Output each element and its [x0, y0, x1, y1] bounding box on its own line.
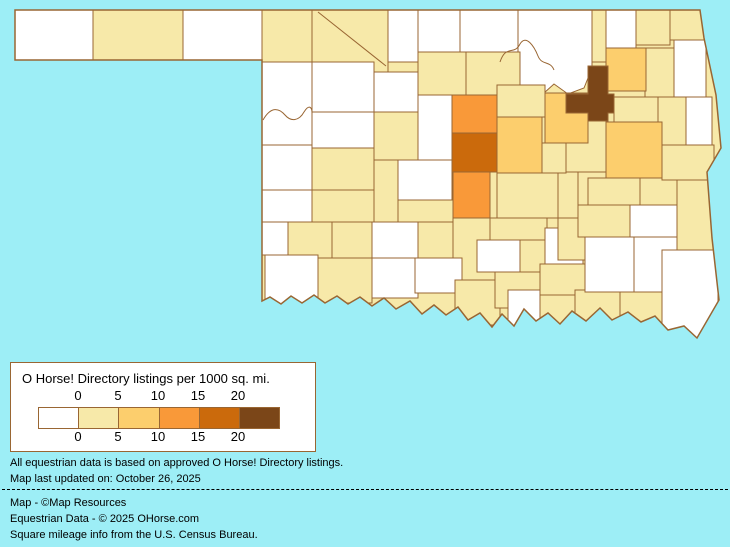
legend-swatch-1	[78, 408, 119, 428]
footer-note-last-updated: Map last updated on: October 26, 2025	[10, 473, 201, 485]
legend-tick-label: 15	[190, 388, 206, 403]
county-craig	[635, 10, 671, 46]
county-tillman	[317, 257, 373, 304]
county-harmon	[261, 221, 289, 256]
county-sequoyah	[661, 144, 715, 181]
credit-equestrian-data: Equestrian Data - © 2025 OHorse.com	[10, 513, 200, 525]
county-blaine	[373, 111, 419, 161]
county-atoka	[584, 236, 635, 293]
legend-tick-label: 0	[74, 429, 82, 444]
county-washita	[311, 189, 375, 223]
county-ellis	[261, 61, 313, 146]
county-tulsa	[565, 65, 615, 122]
county-payne	[496, 84, 546, 118]
county-alfalfa	[387, 10, 419, 63]
legend-tick-label: 15	[190, 429, 206, 444]
county-greer	[287, 221, 333, 261]
county-murray	[476, 239, 521, 273]
county-latimer	[629, 204, 678, 238]
county-dewey	[311, 111, 375, 149]
county-mccurtain	[661, 249, 719, 338]
legend-tick-label: 10	[150, 429, 166, 444]
legend-swatch-4	[198, 408, 239, 428]
legend-ticks-top: 0 5 10 15 20	[38, 388, 278, 403]
county-comanche	[371, 221, 419, 259]
county-muskogee	[605, 121, 663, 179]
legend-swatch-0	[39, 408, 79, 428]
county-harper	[261, 10, 313, 63]
county-texas	[92, 10, 184, 61]
county-haskell	[639, 177, 678, 206]
legend-swatch-2	[118, 408, 159, 428]
credit-map-resources: Map - ©Map Resources	[10, 497, 127, 509]
county-adair	[685, 96, 713, 146]
legend-tick-label: 20	[230, 388, 246, 403]
county-pittsburg	[577, 204, 635, 238]
legend-ticks-bottom: 0 5 10 15 20	[38, 429, 278, 444]
county-jackson	[264, 254, 319, 311]
county-washington	[591, 10, 607, 63]
county-major	[373, 71, 419, 113]
county-border-line	[317, 11, 387, 67]
county-nowata	[605, 10, 637, 49]
county-wagoner	[613, 96, 659, 123]
legend-tick-label: 5	[114, 429, 122, 444]
legend-box: O Horse! Directory listings per 1000 sq.…	[10, 362, 316, 452]
county-okfuskee	[539, 142, 567, 174]
county-woodward	[311, 61, 375, 113]
county-jefferson	[454, 279, 501, 326]
county-pottawatomie	[496, 172, 559, 219]
county-lincoln	[496, 116, 543, 174]
county-stephens	[414, 257, 463, 294]
legend-tick-label: 0	[74, 388, 82, 403]
legend-tick-label: 5	[114, 388, 122, 403]
county-garfield	[417, 51, 467, 96]
credit-census-bureau: Square mileage info from the U.S. Census…	[10, 529, 258, 541]
state-outline	[14, 9, 722, 340]
footer-note-data-source: All equestrian data is based on approved…	[10, 457, 344, 469]
county-rogers	[605, 47, 647, 92]
legend-swatch-5	[238, 408, 280, 428]
county-cotton	[371, 257, 419, 299]
county-cimarron	[15, 10, 94, 61]
county-mcintosh	[587, 177, 641, 206]
river-line	[499, 39, 555, 71]
county-mcclain	[489, 217, 548, 241]
county-roger-mills	[261, 144, 313, 191]
river-line	[262, 106, 313, 121]
county-beaver	[182, 10, 263, 61]
legend-tick-label: 10	[150, 388, 166, 403]
county-delaware	[673, 39, 707, 98]
legend-swatch-3	[158, 408, 199, 428]
legend-color-ramp	[38, 407, 280, 429]
county-mayes	[644, 47, 675, 98]
county-ottawa	[669, 10, 717, 41]
county-caddo	[397, 199, 454, 223]
county-beckham	[261, 189, 313, 224]
legend-tick-label: 20	[230, 429, 246, 444]
county-seminole	[557, 171, 579, 219]
county-custer	[311, 147, 375, 191]
county-logan	[451, 94, 498, 134]
county-kingfisher	[417, 94, 453, 161]
county-osage	[517, 10, 593, 95]
county-cleveland	[452, 171, 491, 219]
county-oklahoma	[451, 132, 498, 173]
county-grady	[417, 221, 454, 259]
dashed-divider-line	[2, 489, 728, 490]
county-canadian	[397, 159, 453, 201]
legend-title: O Horse! Directory listings per 1000 sq.…	[22, 371, 270, 386]
